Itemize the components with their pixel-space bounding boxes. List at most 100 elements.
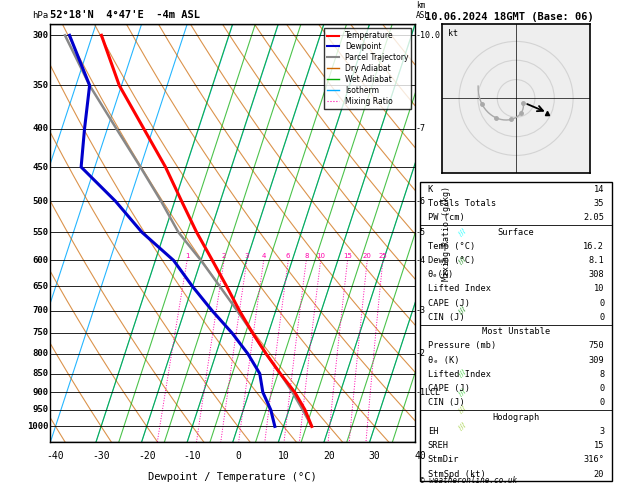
Text: 10.06.2024 18GMT (Base: 06): 10.06.2024 18GMT (Base: 06) <box>425 12 593 22</box>
Text: 450: 450 <box>32 162 48 172</box>
Text: km
ASL: km ASL <box>416 0 430 20</box>
Text: 0: 0 <box>599 384 604 393</box>
Text: 950: 950 <box>32 405 48 414</box>
Text: 6: 6 <box>286 253 291 259</box>
Text: 15: 15 <box>594 441 604 450</box>
Text: 750: 750 <box>589 342 604 350</box>
Text: 1000: 1000 <box>27 422 48 431</box>
Text: 3: 3 <box>599 427 604 436</box>
Text: 14: 14 <box>594 185 604 194</box>
Text: ///: /// <box>458 124 467 133</box>
Text: 16.2: 16.2 <box>583 242 604 251</box>
Text: 0: 0 <box>235 451 241 461</box>
Text: 8: 8 <box>599 370 604 379</box>
Text: 2.05: 2.05 <box>583 213 604 222</box>
Text: CAPE (J): CAPE (J) <box>428 299 470 308</box>
Text: 750: 750 <box>32 329 48 337</box>
Text: 300: 300 <box>32 31 48 40</box>
Text: -10: -10 <box>184 451 201 461</box>
Text: 0: 0 <box>599 399 604 407</box>
Text: Mixing Ratio (g/kg): Mixing Ratio (g/kg) <box>442 186 450 281</box>
Text: 8.1: 8.1 <box>589 256 604 265</box>
Text: 308: 308 <box>589 270 604 279</box>
Text: EH: EH <box>428 427 438 436</box>
Text: Temp (°C): Temp (°C) <box>428 242 475 251</box>
Text: kt: kt <box>448 29 458 38</box>
Text: Dewp (°C): Dewp (°C) <box>428 256 475 265</box>
Text: 500: 500 <box>32 197 48 206</box>
Text: -2: -2 <box>416 349 426 359</box>
Text: CAPE (J): CAPE (J) <box>428 384 470 393</box>
Text: 2: 2 <box>222 253 226 259</box>
Text: Totals Totals: Totals Totals <box>428 199 496 208</box>
Text: 30: 30 <box>369 451 381 461</box>
Text: 10: 10 <box>594 284 604 294</box>
Text: 0: 0 <box>599 299 604 308</box>
Text: ///: /// <box>458 422 467 431</box>
Text: Pressure (mb): Pressure (mb) <box>428 342 496 350</box>
Text: ///: /// <box>458 31 467 40</box>
Text: hPa: hPa <box>32 11 48 20</box>
Text: K: K <box>428 185 433 194</box>
Text: Most Unstable: Most Unstable <box>482 327 550 336</box>
Text: Lifted Index: Lifted Index <box>428 370 491 379</box>
Text: CIN (J): CIN (J) <box>428 399 465 407</box>
Text: -20: -20 <box>138 451 155 461</box>
Text: ///: /// <box>458 306 467 315</box>
Legend: Temperature, Dewpoint, Parcel Trajectory, Dry Adiabat, Wet Adiabat, Isotherm, Mi: Temperature, Dewpoint, Parcel Trajectory… <box>324 28 411 109</box>
Text: 40: 40 <box>415 451 426 461</box>
Text: 400: 400 <box>32 124 48 133</box>
Text: SREH: SREH <box>428 441 449 450</box>
Text: StmDir: StmDir <box>428 455 459 464</box>
Text: ///: /// <box>458 256 467 265</box>
Text: PW (cm): PW (cm) <box>428 213 465 222</box>
Text: 4: 4 <box>262 253 266 259</box>
Text: 0: 0 <box>599 313 604 322</box>
Text: StmSpd (kt): StmSpd (kt) <box>428 469 486 479</box>
Text: 8: 8 <box>304 253 308 259</box>
Text: CIN (J): CIN (J) <box>428 313 465 322</box>
Text: 1: 1 <box>185 253 189 259</box>
Text: 25: 25 <box>379 253 387 259</box>
Text: 10: 10 <box>277 451 289 461</box>
Text: -10.0: -10.0 <box>416 31 441 40</box>
Text: Dewpoint / Temperature (°C): Dewpoint / Temperature (°C) <box>148 471 317 482</box>
Text: 316°: 316° <box>583 455 604 464</box>
Text: 3: 3 <box>245 253 249 259</box>
Text: 52°18'N  4°47'E  -4m ASL: 52°18'N 4°47'E -4m ASL <box>50 10 200 20</box>
Text: -7: -7 <box>416 124 426 133</box>
Text: 35: 35 <box>594 199 604 208</box>
Text: ///: /// <box>458 162 467 172</box>
Text: 20: 20 <box>594 469 604 479</box>
Text: ///: /// <box>458 405 467 415</box>
Text: 900: 900 <box>32 388 48 397</box>
Text: -1LCL: -1LCL <box>416 388 441 397</box>
Text: ///: /// <box>458 369 467 378</box>
Text: ///: /// <box>458 227 467 237</box>
Text: Lifted Index: Lifted Index <box>428 284 491 294</box>
Text: 20: 20 <box>363 253 372 259</box>
Text: -5: -5 <box>416 228 426 237</box>
Text: © weatheronline.co.uk: © weatheronline.co.uk <box>420 475 517 485</box>
Text: 20: 20 <box>323 451 335 461</box>
Text: 350: 350 <box>32 81 48 90</box>
Text: ///: /// <box>458 81 467 90</box>
Text: 600: 600 <box>32 256 48 265</box>
Text: ///: /// <box>458 387 467 397</box>
Text: 650: 650 <box>32 282 48 291</box>
Text: -6: -6 <box>416 197 426 206</box>
Text: -3: -3 <box>416 306 426 315</box>
Text: θₑ (K): θₑ (K) <box>428 356 459 364</box>
Text: 850: 850 <box>32 369 48 378</box>
Text: Surface: Surface <box>498 227 535 237</box>
Text: Hodograph: Hodograph <box>493 413 540 421</box>
Text: 700: 700 <box>32 306 48 315</box>
Text: 800: 800 <box>32 349 48 359</box>
Text: 15: 15 <box>343 253 352 259</box>
Text: 10: 10 <box>316 253 325 259</box>
Text: -30: -30 <box>92 451 110 461</box>
Text: 550: 550 <box>32 228 48 237</box>
Text: -4: -4 <box>416 256 426 265</box>
Text: 309: 309 <box>589 356 604 364</box>
Text: θₑ(K): θₑ(K) <box>428 270 454 279</box>
